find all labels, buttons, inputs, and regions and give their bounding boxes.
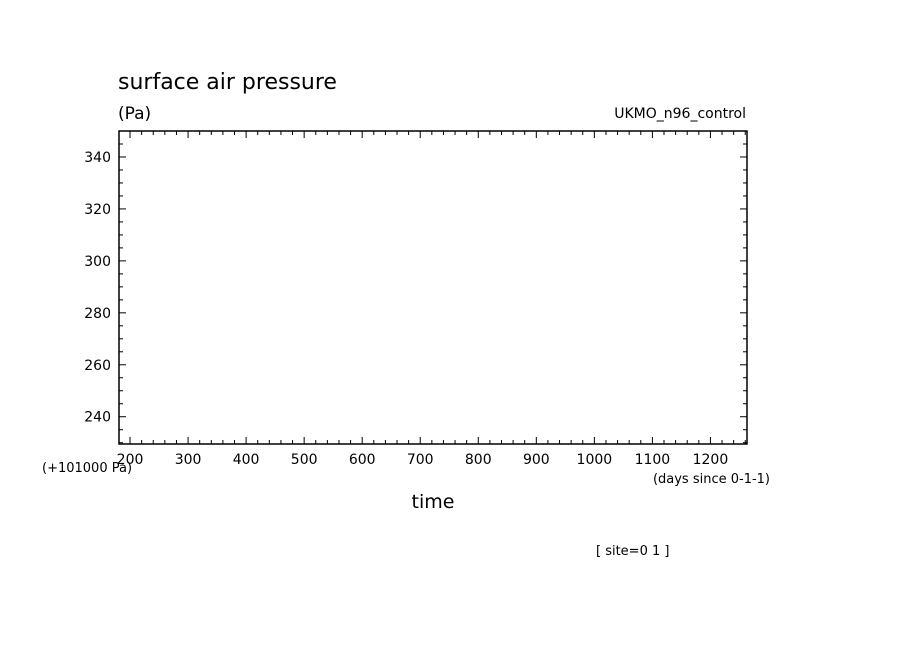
- y-tick-label: 240: [84, 410, 111, 426]
- y-tick-label: 280: [84, 306, 111, 322]
- x-tick-label: 1100: [635, 452, 671, 468]
- x-axis: 200 300 400 500 600 700 800 900 1000 1100 1200: [117, 131, 746, 468]
- x-tick-label: 600: [349, 452, 376, 468]
- y-axis: 240 260 280 300 320 340: [84, 130, 747, 444]
- x-tick-label: 700: [407, 452, 434, 468]
- x-tick-label: 300: [175, 452, 202, 468]
- x-tick-label: 1000: [577, 452, 613, 468]
- x-tick-label: 200: [117, 452, 144, 468]
- y-axis-unit: (Pa): [118, 104, 151, 124]
- plot-frame: [118, 130, 748, 445]
- x-tick-label: 900: [523, 452, 550, 468]
- x-tick-label: 1200: [693, 452, 729, 468]
- x-axis-title: time: [412, 491, 455, 513]
- y-tick-label: 300: [84, 254, 111, 270]
- y-tick-label: 260: [84, 358, 111, 374]
- site-annotation: [ site=0 1 ]: [596, 544, 669, 559]
- y-tick-label: 340: [84, 150, 111, 166]
- x-tick-label: 800: [465, 452, 492, 468]
- x-axis-units: (days since 0-1-1): [653, 472, 770, 487]
- x-tick-label: 500: [291, 452, 318, 468]
- y-tick-label: 320: [84, 202, 111, 218]
- x-tick-label: 400: [233, 452, 260, 468]
- y-offset-label: (+101000 Pa): [42, 461, 132, 476]
- chart-title: surface air pressure: [118, 70, 337, 95]
- model-label: UKMO_n96_control: [614, 106, 746, 122]
